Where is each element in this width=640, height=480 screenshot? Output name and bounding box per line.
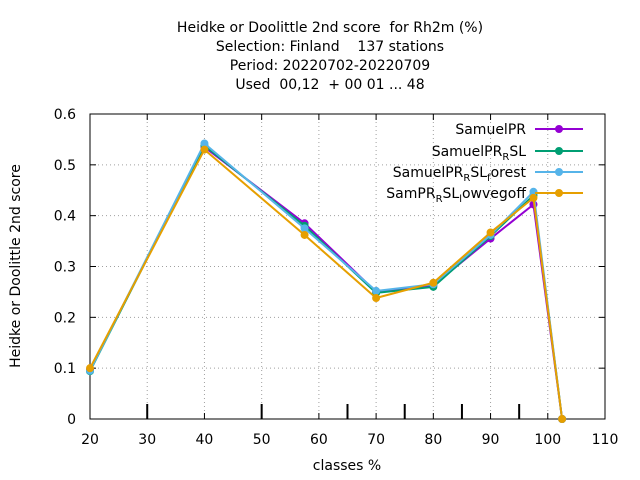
legend-label-subscript: f <box>487 173 491 184</box>
title-line: Selection: Finland 137 stations <box>216 39 444 55</box>
y-axis-ticks: 0 0.1 0.2 0.3 0.4 0.5 0.6 <box>54 107 605 428</box>
x-tick-label: 60 <box>310 432 328 448</box>
x-tick-label: 110 <box>592 432 619 448</box>
title-line: Heidke or Doolittle 2nd score for Rh2m (… <box>177 20 483 36</box>
legend-swatch-point <box>555 168 563 176</box>
legend-label-part: owvegoff <box>462 186 526 202</box>
legend-label-main: SamuelPR <box>432 144 503 160</box>
series-2 <box>86 139 567 423</box>
series-line <box>89 142 564 420</box>
legend-label-main: SamuelPR <box>455 122 526 138</box>
legend-label: SamuelPRRSLforest <box>393 165 527 184</box>
data-point <box>372 286 381 295</box>
series-1 <box>86 141 567 423</box>
data-point <box>200 145 209 154</box>
legend-label: SamuelPRRSL <box>432 144 526 163</box>
x-tick-label: 20 <box>81 432 99 448</box>
chart-title: Heidke or Doolittle 2nd score for Rh2m (… <box>177 20 483 93</box>
series-line <box>89 148 564 420</box>
title-line: Period: 20220702-20220709 <box>230 58 430 74</box>
data-point <box>486 228 495 237</box>
legend-label: SamPRRSLlowvegoff <box>386 186 526 205</box>
y-tick-label: 0.2 <box>54 310 76 326</box>
data-point <box>529 193 538 202</box>
legend: SamuelPRSamuelPRRSLSamuelPRRSLforestSamP… <box>386 122 583 205</box>
legend-label-subscript: R <box>436 194 443 205</box>
x-tick-label: 40 <box>196 432 214 448</box>
legend-label-main: SamuelPR <box>393 165 464 181</box>
y-tick-label: 0.4 <box>54 209 76 225</box>
y-tick-label: 0 <box>67 412 76 428</box>
x-tick-label: 70 <box>367 432 385 448</box>
data-point <box>300 224 309 233</box>
y-tick-label: 0.6 <box>54 107 76 123</box>
legend-label: SamuelPR <box>455 122 526 138</box>
data-point <box>558 415 567 423</box>
x-tick-label: 90 <box>482 432 500 448</box>
series-3 <box>86 145 567 423</box>
data-point <box>372 294 381 303</box>
grid <box>90 114 605 419</box>
series <box>86 139 567 423</box>
legend-label-subscript: R <box>502 152 509 163</box>
data-point <box>429 278 438 287</box>
legend-label-part: SL <box>443 186 460 202</box>
y-tick-label: 0.1 <box>54 361 76 377</box>
data-point <box>300 230 309 239</box>
x-axis-ticks: 20 30 40 50 60 70 80 90 100 110 <box>81 114 618 448</box>
legend-swatch-point <box>555 125 563 133</box>
legend-label-subscript: l <box>459 194 462 205</box>
x-tick-label: 100 <box>534 432 561 448</box>
legend-swatch-point <box>555 189 563 197</box>
x-axis-label: classes % <box>313 458 381 474</box>
x-tick-label: 30 <box>138 432 156 448</box>
title-line: Used 00,12 + 00 01 ... 48 <box>235 77 424 93</box>
legend-label-part: SL <box>470 165 487 181</box>
y-tick-label: 0.3 <box>54 260 76 276</box>
data-point <box>86 364 94 373</box>
legend-label-subscript: R <box>463 173 470 184</box>
x-tick-label: 80 <box>424 432 442 448</box>
class-markers <box>146 404 521 419</box>
legend-label-main: SamPR <box>386 186 436 202</box>
y-axis-label: Heidke or Doolittle 2nd score <box>8 164 24 368</box>
legend-swatch-point <box>555 147 563 155</box>
legend-label-part: orest <box>491 165 527 181</box>
legend-label-part: SL <box>509 144 526 160</box>
x-tick-label: 50 <box>253 432 271 448</box>
y-tick-label: 0.5 <box>54 158 76 174</box>
